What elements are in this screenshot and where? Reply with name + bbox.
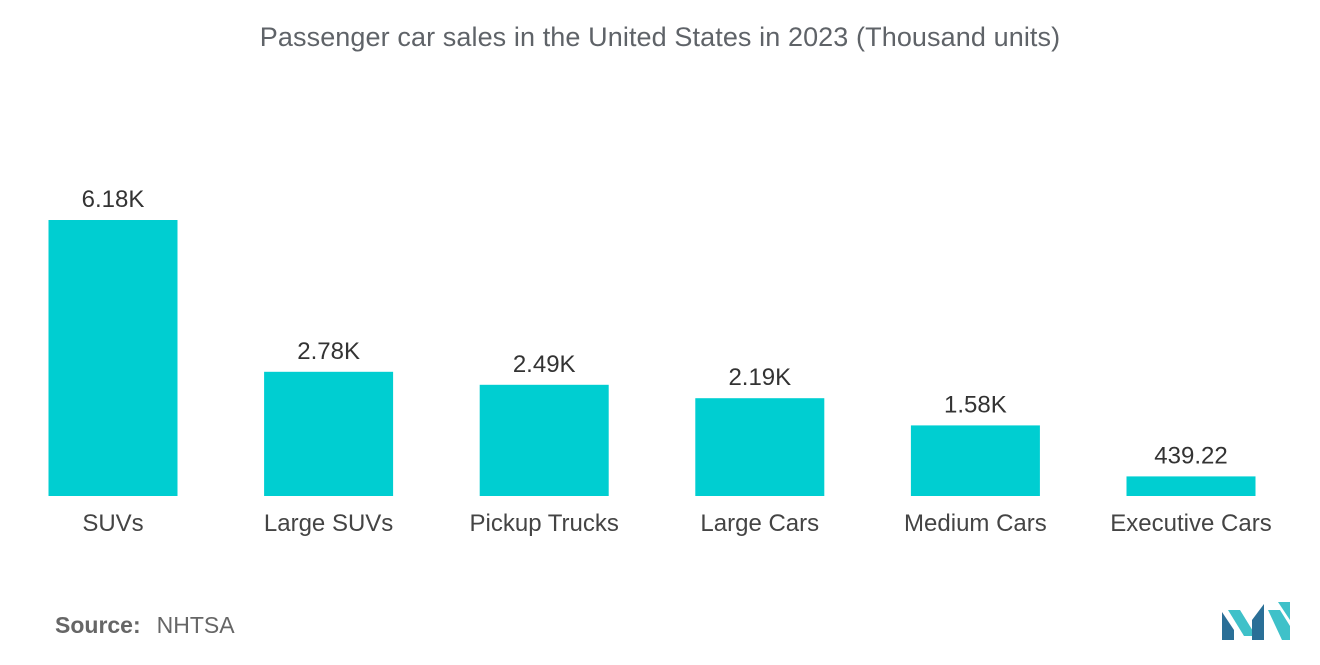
- source-label: Source:: [55, 612, 141, 638]
- chart-title: Passenger car sales in the United States…: [259, 22, 1061, 52]
- bar-pickup-trucks: [479, 384, 609, 496]
- category-label: Pickup Trucks: [470, 510, 619, 537]
- category-label: Large SUVs: [264, 510, 393, 537]
- source-note: Source: NHTSA: [55, 612, 235, 639]
- bar-suvs: [48, 220, 178, 496]
- bar-executive-cars: [1126, 476, 1256, 496]
- bar-medium-cars: [910, 425, 1040, 496]
- category-label: Executive Cars: [1110, 510, 1271, 537]
- value-label: 439.22: [1154, 442, 1227, 469]
- value-label: 1.58K: [944, 391, 1007, 418]
- value-label: 6.18K: [82, 186, 145, 213]
- mordor-intelligence-logo-icon: [1222, 602, 1290, 640]
- bar-large-suvs: [264, 371, 394, 496]
- category-label: Large Cars: [700, 510, 819, 537]
- bar-large-cars: [695, 398, 825, 496]
- category-label: SUVs: [82, 510, 143, 537]
- source-value: NHTSA: [156, 612, 235, 638]
- value-label: 2.19K: [728, 364, 791, 391]
- value-label: 2.49K: [513, 351, 576, 378]
- value-label: 2.78K: [297, 338, 360, 365]
- category-label: Medium Cars: [904, 510, 1047, 537]
